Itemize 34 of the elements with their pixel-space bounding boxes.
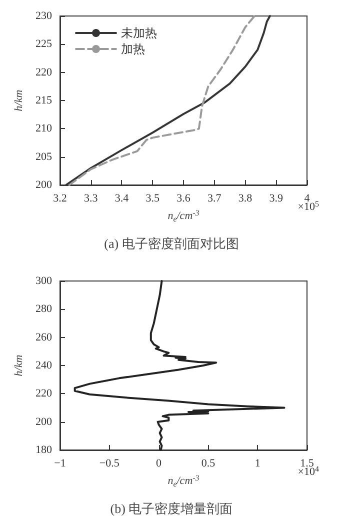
legend-label: 未加热 — [121, 26, 157, 40]
y-axis-title: h/km — [13, 90, 26, 112]
x-tick-label: 3.2 — [53, 192, 67, 204]
x-tick-label: 3.7 — [208, 192, 222, 204]
y-tick-label: 240 — [36, 360, 52, 372]
y-tick-label: 205 — [36, 150, 52, 163]
x-tick-label: 3.8 — [238, 192, 253, 204]
y-tick-label: 180 — [36, 444, 52, 456]
line-series — [74, 280, 286, 451]
y-tick-label: 200 — [36, 179, 52, 191]
y-tick-label: 220 — [36, 66, 52, 78]
y-tick-label: 200 — [36, 416, 52, 428]
y-axis-title: h/km — [13, 354, 26, 376]
x-tick-label: −0.5 — [99, 458, 120, 470]
x-tick-label: 1 — [254, 458, 260, 470]
y-tick-label: 210 — [36, 122, 52, 135]
y-tick-label: 280 — [36, 303, 52, 316]
x-tick-label: 3.3 — [84, 192, 98, 204]
y-tick-label: 220 — [36, 388, 52, 400]
y-tick-label: 260 — [36, 331, 52, 344]
text: (a) 电子密度剖面对比图 — [104, 236, 239, 251]
y-tick-label: 230 — [36, 10, 52, 22]
x-tick-label: 3.5 — [146, 192, 160, 204]
text: (b) 电子密度增量剖面 — [110, 501, 233, 516]
y-tick-label: 225 — [36, 38, 52, 50]
x-tick-label: 3.6 — [176, 192, 191, 204]
legend-label: 加热 — [121, 42, 145, 56]
y-tick-label: 300 — [36, 275, 52, 287]
x-tick-label: 3.9 — [269, 192, 284, 204]
x-tick-label: −1 — [54, 458, 66, 470]
x-tick-label: 3.4 — [114, 192, 130, 204]
x-tick-label: 0 — [156, 458, 162, 470]
x-tick-label: 0.5 — [201, 458, 216, 470]
y-tick-label: 215 — [36, 94, 52, 106]
